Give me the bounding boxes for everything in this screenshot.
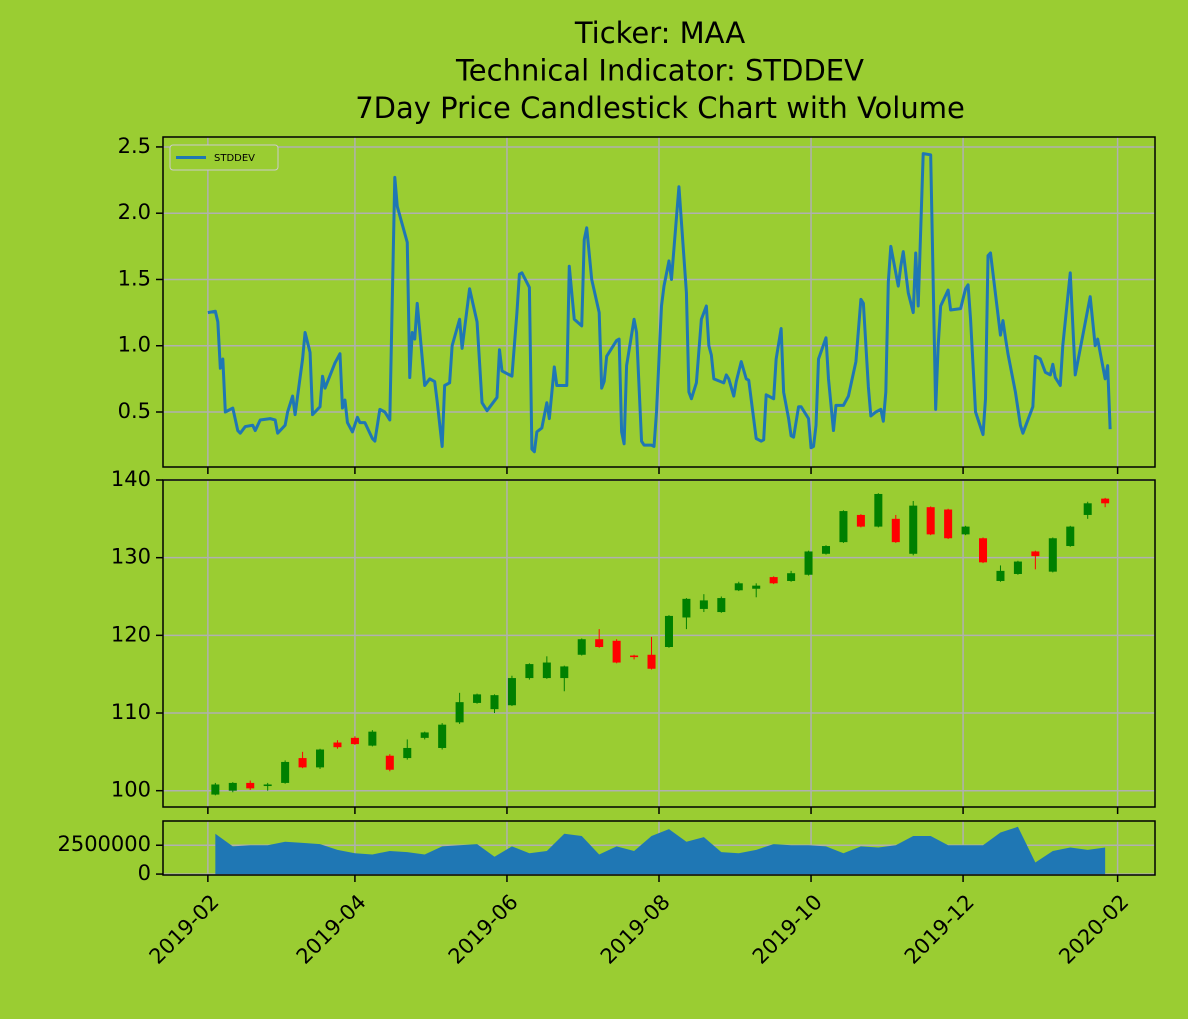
y-tick-label: 2.0 bbox=[118, 200, 151, 224]
candle-body bbox=[490, 695, 499, 710]
candle-body bbox=[630, 655, 639, 658]
candle-body bbox=[1066, 526, 1075, 547]
candle-body bbox=[769, 577, 778, 584]
candle-body bbox=[752, 585, 761, 589]
candle-body bbox=[298, 758, 307, 768]
candle-body bbox=[455, 702, 464, 723]
candle-body bbox=[595, 639, 604, 647]
candle-body bbox=[333, 742, 342, 748]
candle-body bbox=[787, 573, 796, 581]
candle-body bbox=[281, 761, 290, 783]
candle-body bbox=[438, 724, 447, 748]
volume-area bbox=[215, 826, 1106, 875]
candle-body bbox=[839, 511, 848, 543]
candle-body bbox=[612, 640, 621, 663]
y-tick-label: 1.0 bbox=[118, 333, 151, 357]
chart-title: Technical Indicator: STDDEV bbox=[455, 54, 864, 88]
chart-title: 7Day Price Candlestick Chart with Volume bbox=[355, 91, 965, 125]
axes-frame bbox=[162, 479, 1156, 808]
candle-body bbox=[874, 493, 883, 527]
candle-body bbox=[804, 551, 813, 575]
candle-body bbox=[699, 600, 708, 609]
candle-body bbox=[316, 749, 325, 768]
candle-body bbox=[682, 598, 691, 618]
indicator-line bbox=[207, 152, 1112, 454]
y-tick-label: 110 bbox=[111, 700, 151, 724]
candle-body bbox=[246, 782, 255, 789]
candle-body bbox=[909, 505, 918, 554]
candle-body bbox=[891, 518, 900, 543]
candle-body bbox=[1083, 503, 1092, 515]
y-tick-label: 0 bbox=[138, 861, 151, 885]
y-tick-label: 2.5 bbox=[118, 134, 151, 158]
candle-body bbox=[717, 598, 726, 613]
candle-body bbox=[996, 570, 1005, 581]
candle-body bbox=[734, 583, 743, 591]
y-tick-label: 100 bbox=[111, 778, 151, 802]
candle-body bbox=[228, 782, 237, 791]
candle-body bbox=[420, 732, 429, 738]
axes-frame bbox=[162, 820, 1156, 876]
candle-body bbox=[664, 615, 673, 647]
legend-label: STDDEV bbox=[214, 153, 255, 164]
candle-body bbox=[1031, 551, 1040, 557]
candle-body bbox=[926, 507, 935, 535]
candle-body bbox=[1013, 561, 1022, 574]
candle-body bbox=[403, 747, 412, 759]
y-tick-label: 120 bbox=[111, 622, 151, 646]
candle-body bbox=[1048, 538, 1057, 572]
candle-body bbox=[368, 731, 377, 746]
y-tick-label: 140 bbox=[111, 467, 151, 491]
y-tick-label: 1.5 bbox=[118, 266, 151, 290]
candle-body bbox=[944, 509, 953, 539]
candle-body bbox=[525, 664, 534, 679]
candle-body bbox=[473, 694, 482, 703]
candle-body bbox=[1101, 498, 1110, 504]
candle-body bbox=[961, 526, 970, 535]
candle-body bbox=[856, 514, 865, 527]
y-tick-label: 2500000 bbox=[57, 832, 151, 856]
candle-body bbox=[560, 666, 569, 679]
candle-body bbox=[350, 737, 359, 745]
candle-body bbox=[385, 755, 394, 770]
legend-box bbox=[169, 144, 279, 171]
candle-body bbox=[507, 678, 516, 706]
chart-title: Ticker: MAA bbox=[574, 16, 745, 50]
candle-body bbox=[577, 639, 586, 655]
candle-body bbox=[211, 784, 220, 795]
axes-frame bbox=[162, 136, 1156, 468]
candle-body bbox=[542, 662, 551, 679]
candle-body bbox=[263, 784, 272, 787]
candle-body bbox=[647, 654, 656, 669]
y-tick-label: 0.5 bbox=[118, 399, 151, 423]
candle-body bbox=[979, 538, 988, 563]
y-tick-label: 130 bbox=[111, 545, 151, 569]
candle-body bbox=[821, 546, 831, 554]
